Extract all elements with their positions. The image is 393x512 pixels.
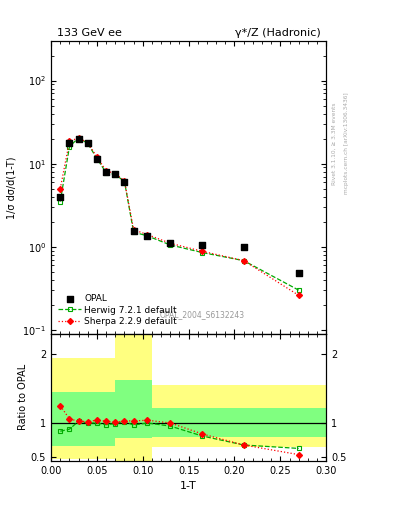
OPAL bbox=[57, 193, 63, 201]
Bar bbox=[51, 358, 115, 459]
Sherpa 2.2.9 default bbox=[122, 178, 127, 184]
OPAL bbox=[121, 178, 128, 186]
Herwig 7.2.1 default bbox=[58, 199, 62, 205]
Sherpa 2.2.9 default bbox=[67, 138, 72, 144]
OPAL bbox=[241, 243, 247, 251]
OPAL bbox=[112, 170, 118, 178]
OPAL bbox=[199, 241, 206, 249]
Herwig 7.2.1 default bbox=[145, 233, 150, 239]
Herwig 7.2.1 default bbox=[122, 178, 127, 184]
Line: Herwig 7.2.1 default: Herwig 7.2.1 default bbox=[58, 135, 301, 292]
Sherpa 2.2.9 default bbox=[104, 168, 108, 174]
Herwig 7.2.1 default bbox=[67, 144, 72, 150]
Sherpa 2.2.9 default bbox=[241, 258, 246, 264]
Y-axis label: 1/σ dσ/d(1-T): 1/σ dσ/d(1-T) bbox=[7, 156, 17, 219]
Sherpa 2.2.9 default bbox=[145, 231, 150, 238]
Text: Rivet 3.1.10, ≥ 3.3M events: Rivet 3.1.10, ≥ 3.3M events bbox=[332, 102, 337, 185]
OPAL bbox=[130, 227, 137, 235]
OPAL bbox=[167, 239, 173, 247]
Herwig 7.2.1 default bbox=[168, 242, 173, 248]
OPAL bbox=[94, 155, 100, 163]
Text: mcplots.cern.ch [arXiv:1306.3436]: mcplots.cern.ch [arXiv:1306.3436] bbox=[344, 93, 349, 194]
Herwig 7.2.1 default bbox=[113, 172, 118, 178]
Herwig 7.2.1 default bbox=[76, 135, 81, 141]
Bar bbox=[51, 392, 115, 445]
Legend: OPAL, Herwig 7.2.1 default, Sherpa 2.2.9 default: OPAL, Herwig 7.2.1 default, Sherpa 2.2.9… bbox=[55, 291, 180, 329]
Sherpa 2.2.9 default bbox=[76, 135, 81, 141]
OPAL bbox=[66, 139, 73, 147]
Bar bbox=[115, 320, 152, 467]
Line: Sherpa 2.2.9 default: Sherpa 2.2.9 default bbox=[58, 136, 301, 297]
Sherpa 2.2.9 default bbox=[95, 154, 99, 160]
Herwig 7.2.1 default bbox=[200, 249, 205, 255]
Text: 133 GeV ee: 133 GeV ee bbox=[57, 28, 121, 38]
Sherpa 2.2.9 default bbox=[85, 140, 90, 146]
OPAL bbox=[296, 269, 302, 278]
Sherpa 2.2.9 default bbox=[131, 227, 136, 233]
OPAL bbox=[75, 135, 82, 143]
X-axis label: 1-T: 1-T bbox=[180, 481, 197, 491]
Herwig 7.2.1 default bbox=[95, 156, 99, 162]
Sherpa 2.2.9 default bbox=[200, 248, 205, 254]
Herwig 7.2.1 default bbox=[104, 169, 108, 176]
Y-axis label: Ratio to OPAL: Ratio to OPAL bbox=[18, 364, 28, 430]
Herwig 7.2.1 default bbox=[241, 258, 246, 264]
Text: OPAL_2004_S6132243: OPAL_2004_S6132243 bbox=[160, 310, 245, 319]
OPAL bbox=[103, 167, 109, 176]
Sherpa 2.2.9 default bbox=[296, 292, 301, 298]
Sherpa 2.2.9 default bbox=[168, 240, 173, 246]
Bar bbox=[152, 408, 326, 437]
Text: γ*/Z (Hadronic): γ*/Z (Hadronic) bbox=[235, 28, 321, 38]
OPAL bbox=[144, 232, 151, 240]
Bar bbox=[152, 385, 326, 447]
Herwig 7.2.1 default bbox=[131, 229, 136, 235]
Herwig 7.2.1 default bbox=[85, 140, 90, 146]
OPAL bbox=[84, 139, 91, 147]
Sherpa 2.2.9 default bbox=[113, 170, 118, 177]
Bar bbox=[115, 380, 152, 438]
Herwig 7.2.1 default bbox=[296, 287, 301, 293]
Sherpa 2.2.9 default bbox=[58, 185, 62, 191]
